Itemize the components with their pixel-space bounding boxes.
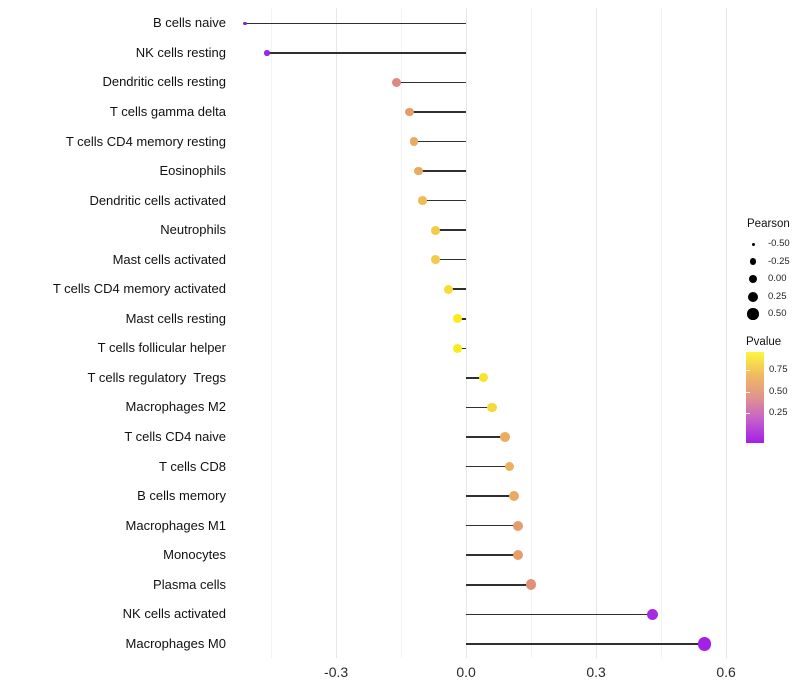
- y-axis-tick-label: Macrophages M2: [125, 399, 226, 415]
- lollipop-stick: [466, 583, 532, 586]
- y-axis-tick-label: Dendritic cells resting: [102, 74, 226, 90]
- pearson-dot: [500, 432, 510, 442]
- y-axis-tick-label: Eosinophils: [159, 163, 227, 179]
- pearson-dot: [504, 461, 515, 472]
- lollipop-stick: [435, 258, 467, 261]
- pearson-legend-dot: [748, 274, 758, 284]
- pvalue-legend-label: 0.50: [769, 386, 788, 397]
- pearson-legend-label: 0.50: [768, 308, 787, 319]
- major-gridline: [336, 8, 338, 658]
- minor-gridline: [401, 8, 403, 658]
- y-axis-tick-label: Neutrophils: [160, 222, 226, 238]
- lollipop-stick: [422, 199, 467, 202]
- y-axis-tick-label: T cells regulatory Tregs: [87, 369, 226, 385]
- lollipop-stick: [435, 229, 467, 231]
- minor-gridline: [271, 8, 273, 658]
- lollipop-stick: [466, 495, 514, 497]
- pvalue-gradient-tick: [746, 370, 750, 371]
- pearson-dot: [452, 343, 462, 353]
- lollipop-stick: [466, 377, 484, 379]
- minor-gridline: [531, 8, 533, 658]
- pearson-dot: [512, 520, 524, 531]
- pearson-legend-title: Pearson: [747, 218, 790, 230]
- lollipop-stick: [466, 643, 705, 645]
- y-axis-tick-label: NK cells activated: [122, 606, 226, 622]
- pearson-dot: [646, 608, 659, 621]
- y-axis-tick-label: Plasma cells: [153, 576, 226, 592]
- lollipop-stick: [448, 288, 467, 291]
- pearson-dot: [409, 137, 419, 146]
- pearson-dot: [392, 77, 402, 87]
- x-axis-tick-label: 0.3: [586, 664, 606, 680]
- pearson-dot: [264, 50, 270, 56]
- plot-panel: [236, 8, 740, 658]
- pearson-dot: [444, 284, 454, 294]
- x-axis-tick-label: 0.6: [716, 664, 736, 680]
- lollipop-stick: [466, 554, 519, 556]
- y-axis-tick-label: B cells memory: [137, 488, 226, 504]
- pearson-dot: [487, 402, 497, 413]
- y-axis-tick-label: B cells naive: [153, 15, 226, 31]
- pearson-dot: [697, 637, 712, 651]
- lollipop-stick: [414, 140, 467, 143]
- y-axis-tick-label: Dendritic cells activated: [89, 192, 226, 208]
- pearson-legend-label: 0.00: [768, 273, 787, 284]
- y-axis-tick-label: Macrophages M1: [125, 517, 226, 533]
- pearson-legend-dot: [748, 291, 758, 302]
- pearson-dot: [508, 491, 519, 502]
- x-axis-tick-label: -0.3: [324, 664, 349, 680]
- pearson-dot: [525, 579, 537, 591]
- pearson-dot: [405, 107, 415, 117]
- lollipop-stick: [466, 465, 510, 468]
- lollipop-stick: [466, 406, 493, 409]
- lollipop-stick: [409, 111, 467, 113]
- pvalue-legend-label: 0.75: [769, 364, 788, 375]
- pearson-dot: [414, 166, 423, 176]
- y-axis-tick-label: Mast cells activated: [112, 251, 226, 267]
- pearson-dot: [452, 314, 462, 324]
- y-axis-tick-label: T cells gamma delta: [109, 103, 226, 119]
- pearson-dot: [243, 21, 247, 26]
- lollipop-stick: [418, 170, 467, 172]
- lollipop-stick: [466, 436, 506, 438]
- y-axis-tick-label: NK cells resting: [135, 44, 226, 60]
- pvalue-gradient-tick: [746, 392, 750, 393]
- pearson-legend-dot: [749, 258, 757, 265]
- y-axis-tick-label: T cells CD8: [159, 458, 226, 474]
- y-axis-tick-label: Monocytes: [163, 547, 226, 563]
- lollipop-stick: [466, 524, 519, 527]
- pearson-legend-label: -0.50: [768, 238, 790, 249]
- lollipop-stick: [266, 52, 467, 54]
- pearson-legend-label: -0.25: [768, 255, 790, 267]
- pearson-dot: [478, 373, 489, 383]
- y-axis-tick-label: T cells follicular helper: [97, 340, 226, 356]
- major-gridline: [596, 8, 598, 658]
- y-axis-tick-label: T cells CD4 naive: [124, 429, 226, 444]
- y-axis-tick-label: Mast cells resting: [125, 310, 226, 326]
- lollipop-stick: [245, 22, 467, 25]
- pvalue-legend-label: 0.25: [769, 407, 788, 418]
- pearson-legend-dot: [751, 242, 755, 246]
- pearson-dot: [512, 550, 524, 561]
- pvalue-legend-title: Pvalue: [746, 336, 782, 348]
- pearson-legend-dot: [747, 308, 759, 320]
- pvalue-gradient-bar: [746, 352, 764, 443]
- pearson-dot: [431, 225, 441, 235]
- y-axis-tick-label: T cells CD4 memory activated: [52, 281, 226, 297]
- lollipop-stick: [466, 613, 653, 616]
- pearson-dot: [431, 255, 441, 265]
- x-axis-tick-label: 0.0: [456, 664, 476, 680]
- pvalue-gradient-tick: [746, 413, 750, 414]
- major-gridline: [466, 8, 468, 658]
- lollipop-stick: [396, 81, 467, 84]
- major-gridline: [726, 8, 728, 658]
- pearson-legend-label: 0.25: [768, 290, 787, 302]
- y-axis-tick-label: Macrophages M0: [125, 635, 226, 651]
- y-axis-tick-label: T cells CD4 memory resting: [65, 133, 226, 149]
- pearson-dot: [418, 196, 428, 205]
- minor-gridline: [661, 8, 663, 658]
